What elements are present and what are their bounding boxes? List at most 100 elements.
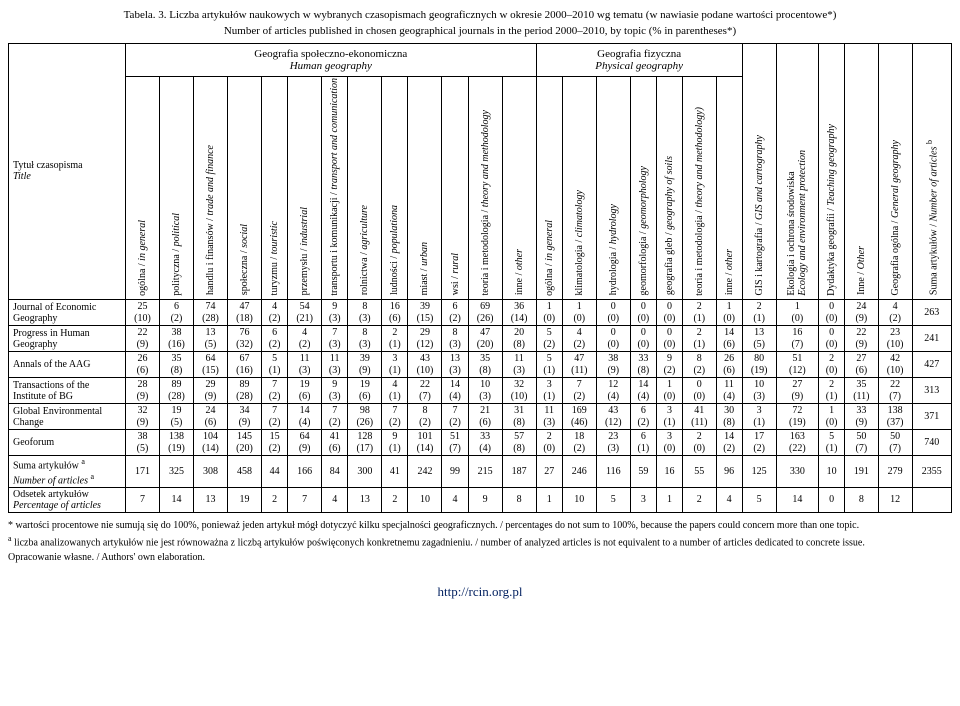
data-cell: 31(8) (502, 404, 536, 430)
data-cell: 8 (502, 488, 536, 513)
group-phys: Geografia fizyczna Physical geography (536, 43, 742, 76)
data-cell: 1(0) (656, 378, 682, 404)
col-header: inne / other (502, 76, 536, 300)
data-cell: 4 (322, 488, 348, 513)
data-cell: 11(3) (502, 352, 536, 378)
data-cell: 33(4) (468, 430, 502, 456)
data-cell: 22(7) (878, 378, 912, 404)
group-human: Geografia społeczno-ekonomiczna Human ge… (126, 43, 537, 76)
data-cell: 125 (742, 456, 776, 488)
data-cell: 14(2) (716, 430, 742, 456)
data-cell: 8(2) (408, 404, 442, 430)
data-cell: 6(2) (630, 404, 656, 430)
col-header: przemysłu / industrial (288, 76, 322, 300)
data-cell: 4(1) (382, 378, 408, 404)
data-cell: 279 (878, 456, 912, 488)
data-cell: 7 (288, 488, 322, 513)
data-cell: 4(2) (562, 326, 596, 352)
data-cell: 39(15) (408, 300, 442, 326)
col-header: miast / urban (408, 76, 442, 300)
data-cell: 42(10) (878, 352, 912, 378)
data-cell: 80(19) (742, 352, 776, 378)
col-header: inne / other (716, 76, 742, 300)
data-cell: 0(0) (819, 300, 845, 326)
pct-row-title: Odsetek artykułówPercentage of articles (9, 488, 126, 513)
data-cell: 5(2) (536, 326, 562, 352)
col-header: geomorfologia / geomorphology (630, 76, 656, 300)
data-cell: 101(14) (408, 430, 442, 456)
table-row: Global EnvironmentalChange32(9)19(5)24(6… (9, 404, 952, 430)
data-cell: 24(9) (845, 300, 878, 326)
data-cell: 1(0) (819, 404, 845, 430)
footnote-a: a liczba analizowanych artykułów nie jes… (12, 534, 952, 549)
data-cell: 23(3) (596, 430, 630, 456)
data-cell: 4(2) (262, 300, 288, 326)
data-cell: 30(8) (716, 404, 742, 430)
data-cell: 43(10) (408, 352, 442, 378)
data-cell: 6(2) (442, 300, 468, 326)
data-cell: 38(9) (596, 352, 630, 378)
data-cell: 7 (126, 488, 160, 513)
data-cell: 7(3) (322, 326, 348, 352)
data-cell: 21(6) (468, 404, 502, 430)
data-cell: 41(6) (322, 430, 348, 456)
data-cell: 6(1) (630, 430, 656, 456)
data-cell: 740 (912, 430, 951, 456)
data-cell: 3(1) (536, 378, 562, 404)
data-cell: 5(1) (536, 352, 562, 378)
data-cell: 1 (656, 488, 682, 513)
data-cell: 0(0) (630, 300, 656, 326)
data-cell: 33(9) (845, 404, 878, 430)
group-header-row: Tytuł czasopisma Title Geografia społecz… (9, 43, 952, 76)
journal-title: Transactions of theInstitute of BG (9, 378, 126, 404)
col-header: ludności / populationa (382, 76, 408, 300)
data-cell: 11(3) (288, 352, 322, 378)
data-cell: 2 (683, 488, 716, 513)
data-cell: 1 (536, 488, 562, 513)
data-cell: 47(11) (562, 352, 596, 378)
data-cell: 76(32) (228, 326, 262, 352)
data-cell: 72(19) (776, 404, 818, 430)
data-cell: 36(14) (502, 300, 536, 326)
data-cell: 1(0) (776, 300, 818, 326)
sum-row-title: Suma artykułów aNumber of articles a (9, 456, 126, 488)
data-cell: 38(5) (126, 430, 160, 456)
data-cell: 14 (160, 488, 194, 513)
data-cell: 2(1) (683, 326, 716, 352)
data-cell: 19(5) (160, 404, 194, 430)
data-cell: 371 (912, 404, 951, 430)
data-cell: 8(3) (348, 300, 382, 326)
data-cell: 242 (408, 456, 442, 488)
data-cell: 27(6) (845, 352, 878, 378)
data-cell: 64(15) (194, 352, 228, 378)
data-cell: 89(28) (160, 378, 194, 404)
data-cell: 32(10) (502, 378, 536, 404)
data-cell: 55 (683, 456, 716, 488)
table-caption-pl: Tabela. 3. Liczba artykułów naukowych w … (8, 8, 952, 22)
journal-title: Journal of EconomicGeography (9, 300, 126, 326)
data-cell: 74(28) (194, 300, 228, 326)
data-cell: 0(0) (656, 326, 682, 352)
col-header: turyzmu / touristic (262, 76, 288, 300)
data-cell: 166 (288, 456, 322, 488)
data-cell: 6(2) (160, 300, 194, 326)
data-cell: 14(6) (716, 326, 742, 352)
col-header: ogólna / in general (126, 76, 160, 300)
data-cell: 19(6) (288, 378, 322, 404)
data-cell: 89(28) (228, 378, 262, 404)
footnotes: * wartości procentowe nie sumują się do … (8, 519, 952, 564)
data-cell: 7(2) (322, 404, 348, 430)
col-other2: Inne / Other (845, 43, 878, 300)
data-cell: 27(9) (776, 378, 818, 404)
data-cell: 98(26) (348, 404, 382, 430)
data-cell: 3(1) (742, 404, 776, 430)
col-header: hydrologia / hydrology (596, 76, 630, 300)
data-cell: 8(3) (442, 326, 468, 352)
data-cell: 8(2) (683, 352, 716, 378)
footnote-star: * wartości procentowe nie sumują się do … (12, 519, 952, 532)
data-cell: 59 (630, 456, 656, 488)
data-cell: 17(2) (742, 430, 776, 456)
data-cell: 8(3) (348, 326, 382, 352)
footer-url: http://rcin.org.pl (8, 584, 952, 600)
data-cell: 33(8) (630, 352, 656, 378)
